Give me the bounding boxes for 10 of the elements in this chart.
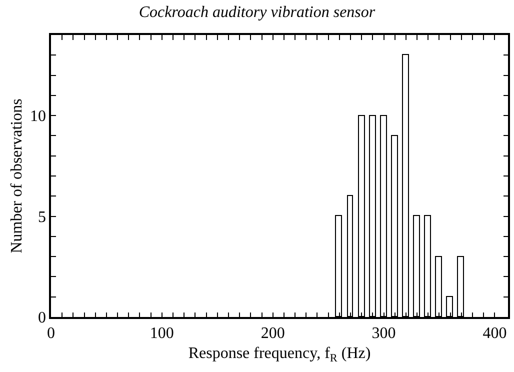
chart-title: Cockroach auditory vibration sensor [138,4,376,21]
y-tick-label: 5 [38,208,46,226]
y-tick-label: 10 [30,108,46,126]
x-tick-label: 400 [482,324,507,342]
x-tick-label: 200 [260,324,285,342]
x-tick-label: 100 [150,324,174,342]
y-axis-title: Number of observations [8,98,26,254]
x-axis-title: Response frequency, f$_{R}$ (Hz) [188,345,371,365]
y-tick-label: 0 [38,310,46,327]
x-tick-label: 300 [372,324,396,342]
